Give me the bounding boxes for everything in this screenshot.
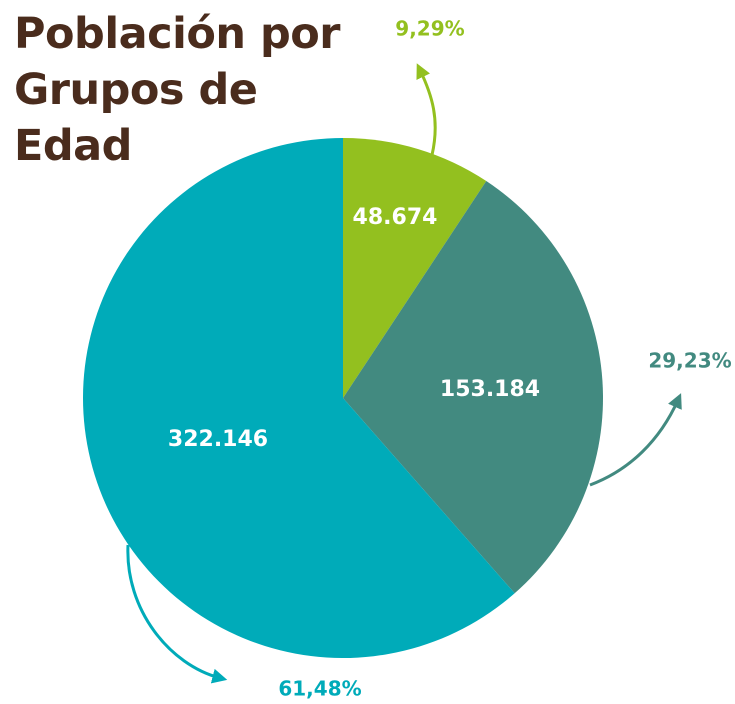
percentage-label: 61,48% <box>278 677 361 701</box>
value-label: 48.674 <box>353 205 438 230</box>
pie-slice <box>83 138 515 658</box>
percentage-label: 29,23% <box>648 349 731 373</box>
callout-arrow <box>416 63 437 156</box>
pie-slice <box>343 138 487 398</box>
pie-slice <box>343 181 603 594</box>
chart-title: Población por Grupos de Edad <box>14 9 340 171</box>
callout-arrow <box>589 393 682 487</box>
percentage-label: 9,29% <box>395 17 464 41</box>
value-label: 322.146 <box>168 427 268 452</box>
value-label: 153.184 <box>440 377 540 402</box>
callout-arrow <box>126 544 228 684</box>
